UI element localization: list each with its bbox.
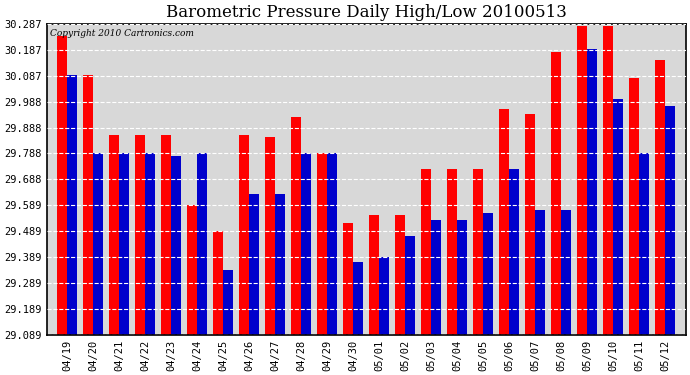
Bar <box>431 220 441 335</box>
Bar <box>327 153 337 335</box>
Bar <box>266 137 275 335</box>
Bar <box>422 168 431 335</box>
Bar <box>380 256 389 335</box>
Bar <box>665 106 675 335</box>
Bar <box>457 220 467 335</box>
Bar <box>275 195 285 335</box>
Bar <box>57 36 68 335</box>
Bar <box>369 215 380 335</box>
Bar <box>500 109 509 335</box>
Bar <box>447 168 457 335</box>
Bar <box>525 114 535 335</box>
Bar <box>629 78 639 335</box>
Bar <box>68 75 77 335</box>
Bar <box>656 60 665 335</box>
Bar <box>224 270 233 335</box>
Bar <box>473 168 483 335</box>
Bar <box>639 153 649 335</box>
Bar <box>135 135 146 335</box>
Bar <box>483 213 493 335</box>
Bar <box>146 153 155 335</box>
Bar <box>395 215 405 335</box>
Bar <box>613 99 623 335</box>
Title: Barometric Pressure Daily High/Low 20100513: Barometric Pressure Daily High/Low 20100… <box>166 4 566 21</box>
Bar <box>587 49 597 335</box>
Bar <box>561 210 571 335</box>
Bar <box>119 153 129 335</box>
Bar <box>535 210 545 335</box>
Bar <box>110 135 119 335</box>
Bar <box>188 205 197 335</box>
Bar <box>344 223 353 335</box>
Bar <box>161 135 171 335</box>
Bar <box>551 52 561 335</box>
Bar <box>239 135 249 335</box>
Bar <box>93 153 104 335</box>
Bar <box>302 153 311 335</box>
Bar <box>405 236 415 335</box>
Text: Copyright 2010 Cartronics.com: Copyright 2010 Cartronics.com <box>50 29 194 38</box>
Bar <box>83 75 93 335</box>
Bar <box>249 195 259 335</box>
Bar <box>197 153 207 335</box>
Bar <box>213 231 224 335</box>
Bar <box>509 168 519 335</box>
Bar <box>603 26 613 335</box>
Bar <box>317 153 327 335</box>
Bar <box>171 156 181 335</box>
Bar <box>353 262 363 335</box>
Bar <box>291 117 302 335</box>
Bar <box>578 26 587 335</box>
